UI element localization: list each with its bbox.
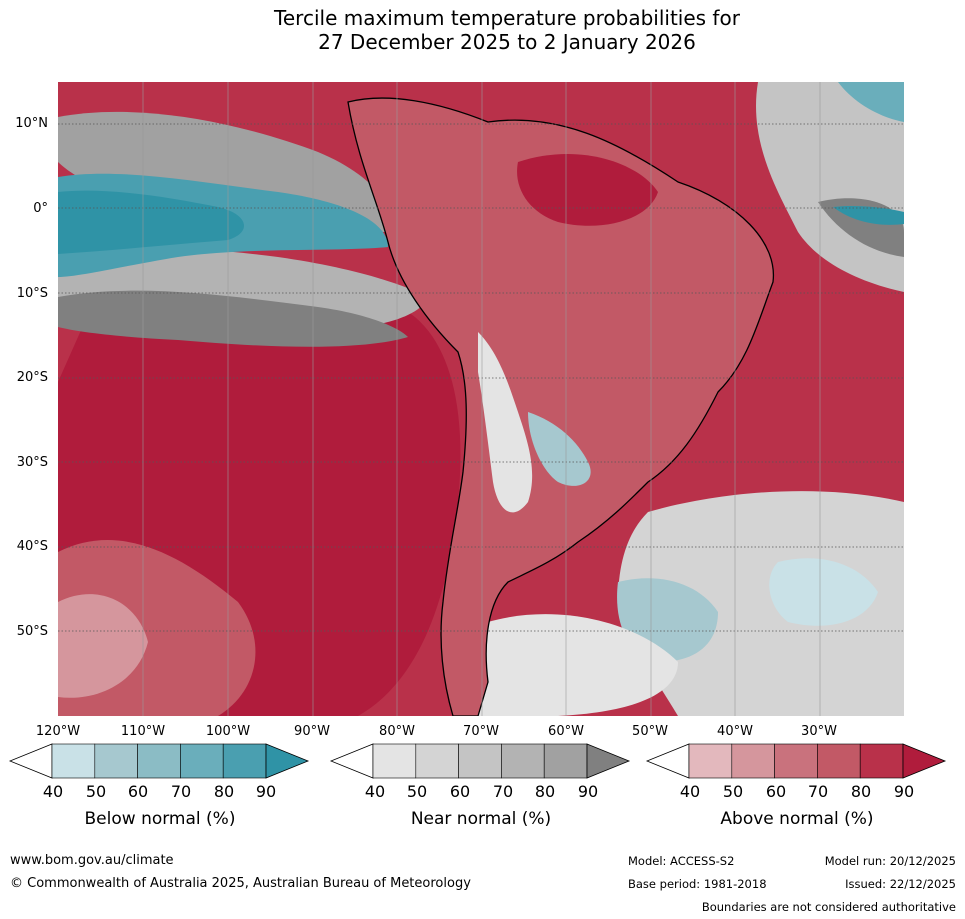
lon-label-60w: 60°W (548, 724, 584, 739)
near-tick-50: 50 (406, 782, 428, 801)
region-andes-near (478, 332, 533, 513)
above-tick-60: 60 (765, 782, 787, 801)
region-drake-near (471, 614, 678, 716)
footer-url: www.bom.gov.au/climate (10, 853, 174, 868)
lon-label-100w: 100°W (205, 724, 251, 739)
probability-map (58, 82, 904, 717)
below-tick-90: 90 (255, 782, 277, 801)
lon-label-80w: 80°W (379, 724, 415, 739)
map-title: Tercile maximum temperature probabilitie… (0, 6, 965, 54)
region-east-atlantic-below (769, 558, 878, 626)
region-equatorial-strong-below (58, 190, 245, 254)
below-colorbar-segment (137, 743, 181, 779)
above-tick-70: 70 (807, 782, 829, 801)
above-colorbar-low-end (645, 743, 690, 779)
region-atlantic-ne-below (838, 82, 904, 122)
footer-base-period: Base period: 1981-2018 (628, 877, 767, 891)
region-equatorial-strong-near (58, 290, 408, 347)
lat-label-20s: 20°S (16, 370, 48, 385)
below-colorbar-segment (222, 743, 267, 779)
near-tick-60: 60 (449, 782, 471, 801)
lon-label-90w: 90°W (294, 724, 330, 739)
above-tick-80: 80 (850, 782, 872, 801)
above-colorbar-high-end (902, 743, 947, 779)
map-canvas (58, 82, 904, 717)
region-sw-light-above (58, 594, 148, 698)
below-tick-50: 50 (85, 782, 107, 801)
lat-label-50s: 50°S (16, 624, 48, 639)
above-colorbar-segment (859, 743, 904, 779)
lon-label-30w: 30°W (801, 724, 837, 739)
near-colorbar-low-end (329, 743, 374, 779)
lat-label-10s: 10°S (16, 286, 48, 301)
near-tick-40: 40 (364, 782, 386, 801)
footer-model-run: Model run: 20/12/2025 (824, 854, 956, 868)
near-colorbar-segment (372, 743, 417, 779)
near-tick-70: 70 (492, 782, 514, 801)
above-colorbar-segment (774, 743, 818, 779)
lat-label-10n: 10°N (15, 116, 48, 131)
map-gridlines (58, 123, 904, 632)
lon-label-50w: 50°W (632, 724, 668, 739)
lon-label-40w: 40°W (717, 724, 753, 739)
region-chaco-below (528, 412, 591, 486)
above-colorbar-segment (731, 743, 775, 779)
title-line-1: Tercile maximum temperature probabilitie… (274, 6, 740, 30)
lat-label-40s: 40°S (16, 539, 48, 554)
south-america-landmass (347, 97, 775, 717)
lon-label-70w: 70°W (463, 724, 499, 739)
near-colorbar-segment (458, 743, 502, 779)
below-tick-60: 60 (127, 782, 149, 801)
below-tick-70: 70 (170, 782, 192, 801)
map-meridians (142, 82, 821, 716)
below-tick-40: 40 (42, 782, 64, 801)
below-colorbar-high-end (265, 743, 310, 779)
below-colorbar-segment (180, 743, 224, 779)
lat-label-0: 0° (33, 201, 48, 216)
footer-model: Model: ACCESS-S2 (628, 854, 735, 868)
near-colorbar-segment (501, 743, 545, 779)
near-tick-80: 80 (534, 782, 556, 801)
footer-copyright: © Commonwealth of Australia 2025, Austra… (10, 876, 471, 891)
below-colorbar-low-end (8, 743, 53, 779)
near-colorbar-high-end (586, 743, 631, 779)
footer-issued: Issued: 22/12/2025 (845, 877, 956, 891)
colorbars (8, 743, 947, 779)
near-tick-90: 90 (577, 782, 599, 801)
below-colorbar-segment (94, 743, 138, 779)
below-tick-80: 80 (213, 782, 235, 801)
near-colorbar-segment (543, 743, 588, 779)
above-tick-90: 90 (893, 782, 915, 801)
footer-disclaimer: Boundaries are not considered authoritat… (701, 900, 956, 914)
near-normal-label: Near normal (%) (410, 809, 552, 829)
lon-label-110w: 110°W (120, 724, 166, 739)
near-colorbar-segment (415, 743, 459, 779)
below-colorbar-segment (51, 743, 96, 779)
below-normal-label: Below normal (%) (84, 809, 236, 829)
title-line-2: 27 December 2025 to 2 January 2026 (318, 30, 696, 54)
above-colorbar-segment (688, 743, 733, 779)
above-normal-label: Above normal (%) (720, 809, 874, 829)
region-atlantic-strong-below (833, 205, 904, 225)
lat-label-30s: 30°S (16, 455, 48, 470)
above-tick-50: 50 (722, 782, 744, 801)
above-tick-40: 40 (679, 782, 701, 801)
above-colorbar-segment (817, 743, 861, 779)
lon-label-120w: 120°W (35, 724, 81, 739)
